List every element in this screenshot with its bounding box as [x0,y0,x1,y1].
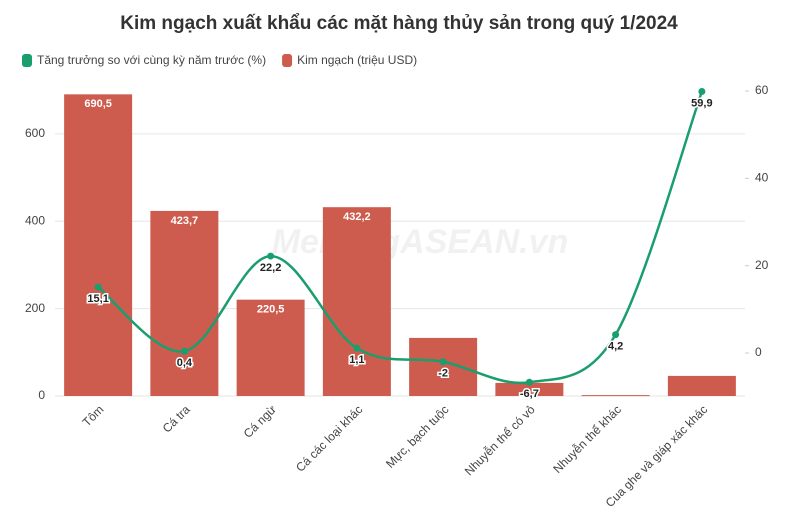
legend-label: Kim ngạch (triệu USD) [297,53,417,67]
x-tick-label: Tôm [80,402,107,429]
y-tick-label: 600 [25,126,45,140]
bar-value-label: 423,7 [171,215,199,227]
y2-tick-label: 40 [755,171,769,185]
bar [236,299,305,396]
line-point [94,283,102,291]
line-value-label: 0,4 [177,357,193,369]
y2-tick-label: 0 [755,345,762,359]
line-value-label: 22,2 [260,262,281,274]
line-value-label: 4,2 [608,341,623,353]
line-point [180,347,188,355]
y2-tick-label: 20 [755,258,769,272]
legend-label: Tăng trưởng so với cùng kỳ năm trước (%) [37,53,266,67]
bar-value-label: 220,5 [257,304,285,316]
line-point [698,87,706,95]
legend-swatch [282,54,293,67]
legend-swatch [22,54,32,67]
watermark: MekongASEAN.vn [272,223,569,261]
line-point [439,358,447,366]
bar [581,395,650,397]
x-tick-label: Cá ngừ [241,402,279,440]
bar [150,210,219,396]
x-tick-label: Cá tra [160,402,193,435]
bar-value-label: 432,2 [343,211,371,223]
line-value-label: 1,1 [349,354,364,366]
line-value-label: -6,7 [520,388,539,400]
line-point [353,344,361,352]
bar [495,382,564,396]
y-tick-label: 0 [38,388,45,402]
x-tick-label: Nhuyễn thể có vỏ [461,402,538,479]
line-value-label: -2 [438,368,448,380]
bar [409,337,478,396]
y-tick-label: 400 [25,213,45,227]
bar-value-label: 690,5 [84,98,112,110]
y2-tick-label: 60 [755,83,769,97]
bar [322,207,391,396]
line-point [267,252,275,260]
x-tick-label: Cá các loại khác [293,402,365,474]
x-tick-label: Nhuyễn thể khác [550,402,624,476]
x-tick-label: Mực, bạch tuộc [383,402,451,470]
line-value-label: 59,9 [691,97,712,109]
y-tick-label: 200 [25,301,45,315]
chart-title: Kim ngạch xuất khẩu các mặt hàng thủy sả… [120,13,678,34]
line-point [612,331,620,339]
line-point [525,378,533,386]
line-value-label: 15,1 [87,293,108,305]
bar [64,94,133,397]
x-tick-label: Cua ghe và giáp xác khác [603,402,711,510]
bar [667,375,736,396]
line [97,91,704,385]
